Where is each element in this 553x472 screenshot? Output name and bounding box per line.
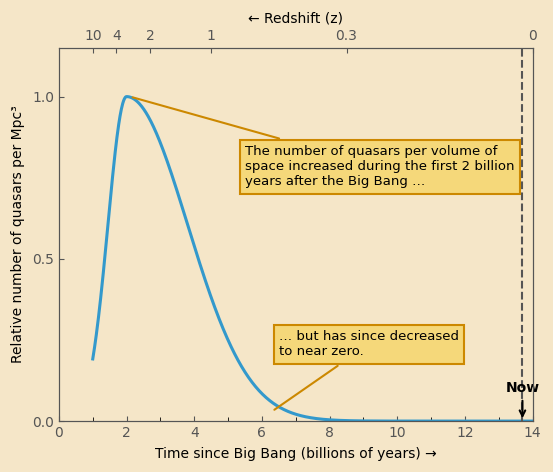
Text: Now: Now: [505, 381, 540, 416]
Text: … but has since decreased
to near zero.: … but has since decreased to near zero.: [274, 330, 459, 410]
X-axis label: Time since Big Bang (billions of years) →: Time since Big Bang (billions of years) …: [155, 447, 437, 461]
Y-axis label: Relative number of quasars per Mpc³: Relative number of quasars per Mpc³: [11, 106, 25, 363]
Text: The number of quasars per volume of
space increased during the first 2 billion
y: The number of quasars per volume of spac…: [133, 97, 514, 188]
X-axis label: ← Redshift (z): ← Redshift (z): [248, 11, 343, 25]
